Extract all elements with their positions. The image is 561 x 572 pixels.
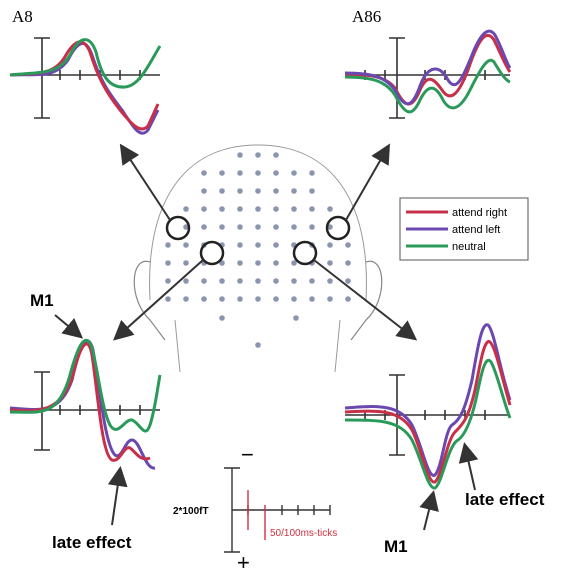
- electrode: [327, 260, 333, 266]
- electrode: [273, 296, 279, 302]
- effect-label: late effect: [52, 533, 132, 552]
- electrode: [293, 315, 299, 321]
- waveform-panel: M1 late effect: [345, 325, 545, 556]
- legend-label: attend left: [452, 224, 500, 236]
- electrode: [237, 170, 243, 176]
- peak-label: M1: [384, 537, 408, 556]
- electrode: [291, 188, 297, 194]
- electrode: [219, 206, 225, 212]
- electrode: [327, 242, 333, 248]
- electrode: [201, 206, 207, 212]
- electrode: [183, 296, 189, 302]
- electrode: [201, 278, 207, 284]
- channel-label: A86: [352, 7, 381, 26]
- electrode: [237, 188, 243, 194]
- electrode: [345, 242, 351, 248]
- electrode: [255, 206, 261, 212]
- scale-bar: 2*100fT 50/100ms-ticks − +: [173, 442, 337, 572]
- electrode: [255, 170, 261, 176]
- electrode: [273, 260, 279, 266]
- electrode: [237, 152, 243, 158]
- electrode: [219, 188, 225, 194]
- peak-label: M1: [30, 291, 54, 310]
- electrode: [237, 206, 243, 212]
- electrode: [255, 152, 261, 158]
- legend-label: attend right: [452, 207, 507, 219]
- electrode: [219, 224, 225, 230]
- electrode: [273, 152, 279, 158]
- electrode: [219, 315, 225, 321]
- head: [134, 145, 382, 372]
- electrode: [255, 242, 261, 248]
- electrode: [273, 224, 279, 230]
- electrode: [237, 278, 243, 284]
- electrode: [255, 342, 261, 348]
- amplitude-label: 2*100fT: [173, 506, 209, 517]
- electrode: [273, 206, 279, 212]
- electrode: [165, 278, 171, 284]
- electrode: [201, 170, 207, 176]
- electrode: [291, 296, 297, 302]
- electrode: [237, 296, 243, 302]
- electrode: [165, 260, 171, 266]
- waveform-panel: M1 late effect: [10, 291, 160, 552]
- electrode: [273, 242, 279, 248]
- electrode: [201, 224, 207, 230]
- figure: A8 A86 M1 late effect M1 late effect att…: [0, 0, 561, 572]
- electrode: [255, 278, 261, 284]
- electrode: [219, 296, 225, 302]
- electrode: [201, 296, 207, 302]
- electrode: [183, 242, 189, 248]
- electrode: [219, 170, 225, 176]
- electrode: [309, 170, 315, 176]
- electrode: [165, 296, 171, 302]
- electrode: [183, 278, 189, 284]
- electrode: [237, 242, 243, 248]
- legend-label: neutral: [452, 241, 486, 253]
- electrode: [327, 278, 333, 284]
- electrode: [255, 224, 261, 230]
- effect-label: late effect: [465, 490, 545, 509]
- electrode: [183, 260, 189, 266]
- electrode: [255, 260, 261, 266]
- electrode: [309, 296, 315, 302]
- legend: attend right attend left neutral: [400, 198, 528, 260]
- time-label: 50/100ms-ticks: [270, 528, 337, 539]
- electrode: [345, 278, 351, 284]
- electrode: [183, 206, 189, 212]
- electrode: [309, 278, 315, 284]
- electrode: [255, 296, 261, 302]
- electrode: [345, 296, 351, 302]
- electrode: [219, 278, 225, 284]
- electrode: [273, 170, 279, 176]
- polarity-label: −: [241, 442, 254, 467]
- electrode: [345, 260, 351, 266]
- waveform-panel: A8: [10, 7, 160, 133]
- electrode: [327, 296, 333, 302]
- electrode: [291, 278, 297, 284]
- electrode: [165, 242, 171, 248]
- electrode: [309, 206, 315, 212]
- electrode: [273, 278, 279, 284]
- polarity-label: +: [237, 550, 250, 572]
- electrode: [237, 260, 243, 266]
- electrode-markers: [116, 147, 414, 338]
- electrode: [291, 206, 297, 212]
- electrode: [291, 224, 297, 230]
- electrode: [201, 188, 207, 194]
- channel-label: A8: [12, 7, 33, 26]
- electrode: [291, 170, 297, 176]
- electrode: [255, 188, 261, 194]
- electrode: [309, 224, 315, 230]
- electrodes: [165, 152, 351, 348]
- electrode: [237, 224, 243, 230]
- electrode: [273, 188, 279, 194]
- electrode: [327, 206, 333, 212]
- electrode: [309, 188, 315, 194]
- waveform-panel: A86: [345, 7, 510, 118]
